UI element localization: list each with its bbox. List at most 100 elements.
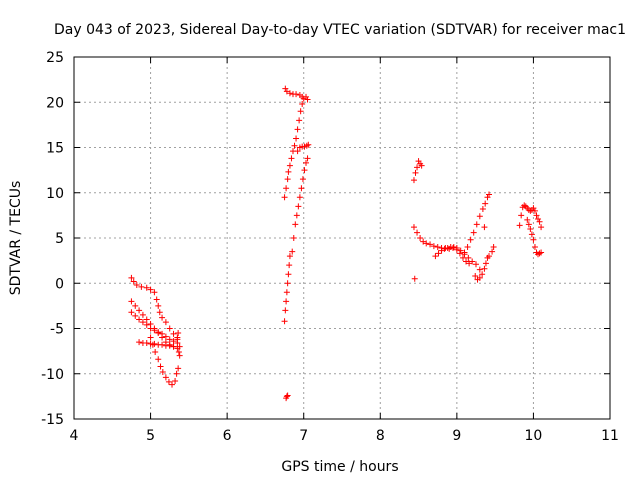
data-point — [283, 185, 290, 192]
data-point — [410, 224, 417, 231]
data-point — [417, 235, 424, 241]
data-point — [133, 282, 140, 289]
data-point — [147, 334, 154, 341]
series-cluster-3-hump — [432, 244, 473, 267]
data-point — [151, 340, 158, 347]
data-point — [284, 176, 291, 183]
y-tick-label: -15 — [41, 412, 64, 428]
data-point — [292, 221, 299, 228]
y-axis-label: SDTVAR / TECUs — [8, 181, 24, 296]
data-point — [441, 245, 448, 252]
data-point — [518, 212, 525, 219]
data-point — [464, 244, 471, 251]
series-cluster-1-lower — [147, 334, 182, 388]
axis-ticks — [73, 56, 611, 420]
data-point — [170, 343, 177, 350]
data-point — [420, 238, 427, 245]
data-point — [453, 246, 460, 253]
data-point — [155, 356, 162, 363]
x-tick-label: 5 — [146, 428, 155, 444]
data-point — [473, 221, 480, 228]
y-tick-label: 0 — [55, 276, 64, 292]
series-cluster-3-right-low — [472, 224, 497, 283]
data-point — [479, 271, 486, 278]
data-point — [283, 88, 290, 95]
data-point — [138, 283, 145, 290]
data-point — [538, 249, 545, 256]
data-point — [286, 162, 293, 169]
data-point — [414, 229, 421, 236]
data-point — [170, 338, 177, 345]
data-point — [297, 108, 304, 115]
data-point — [281, 194, 288, 201]
data-point — [533, 212, 540, 219]
data-point — [136, 339, 143, 346]
data-point — [423, 240, 430, 247]
data-point — [153, 296, 160, 303]
x-tick-label: 10 — [525, 428, 543, 444]
data-point — [159, 341, 166, 348]
data-point — [299, 101, 306, 108]
data-point — [288, 155, 295, 162]
data-point — [444, 244, 451, 251]
data-point — [166, 325, 173, 332]
data-points — [128, 85, 545, 402]
data-point — [299, 93, 306, 100]
series-cluster-1-flat — [136, 339, 183, 359]
data-point — [166, 336, 173, 343]
data-point — [291, 142, 298, 149]
data-point — [285, 168, 292, 175]
data-point — [159, 368, 166, 375]
data-point — [283, 298, 290, 305]
data-point — [159, 314, 166, 321]
data-point — [174, 345, 181, 352]
x-tick-label: 6 — [223, 428, 232, 444]
data-point — [411, 275, 418, 282]
data-point — [173, 370, 180, 377]
series-cluster-2-low-stub — [283, 392, 291, 402]
data-point — [430, 243, 437, 250]
data-point — [482, 200, 489, 207]
y-tick-label: -5 — [50, 322, 64, 338]
data-point — [301, 167, 308, 174]
data-point — [128, 274, 135, 281]
data-point — [527, 225, 534, 232]
chart-title: Day 043 of 2023, Sidereal Day-to-day VTE… — [54, 22, 626, 38]
data-point — [293, 135, 300, 142]
data-point — [476, 213, 483, 220]
data-point — [516, 222, 523, 229]
data-point — [174, 339, 181, 346]
data-point — [490, 244, 497, 251]
data-point — [525, 221, 532, 228]
series-cluster-2-left-rise — [281, 253, 293, 325]
data-point — [132, 302, 139, 309]
data-point — [486, 191, 493, 198]
data-point — [470, 229, 477, 236]
data-point — [165, 378, 172, 385]
data-point — [283, 393, 290, 400]
data-point — [482, 260, 489, 267]
grid — [74, 57, 610, 419]
y-tick-label: 5 — [55, 231, 64, 247]
data-point — [524, 216, 531, 223]
data-point — [298, 185, 305, 192]
series-cluster-4-b — [524, 216, 545, 258]
data-point — [465, 254, 472, 261]
data-point — [169, 381, 176, 388]
data-point — [432, 253, 439, 260]
series-cluster-4-a — [516, 202, 545, 231]
data-point — [476, 266, 483, 273]
data-point — [456, 250, 463, 257]
data-point — [467, 236, 474, 243]
tick-labels: 4 5 6 7 8 9 10 11 -15 -10 -5 0 5 10 15 20 25 — [41, 50, 619, 444]
data-point — [136, 316, 143, 323]
data-point — [286, 90, 293, 97]
data-point — [293, 212, 300, 219]
data-point — [486, 253, 493, 260]
data-point — [410, 177, 417, 184]
data-point — [166, 342, 173, 349]
data-point — [472, 273, 479, 280]
data-point — [536, 218, 543, 225]
y-tick-label: 10 — [46, 186, 64, 202]
